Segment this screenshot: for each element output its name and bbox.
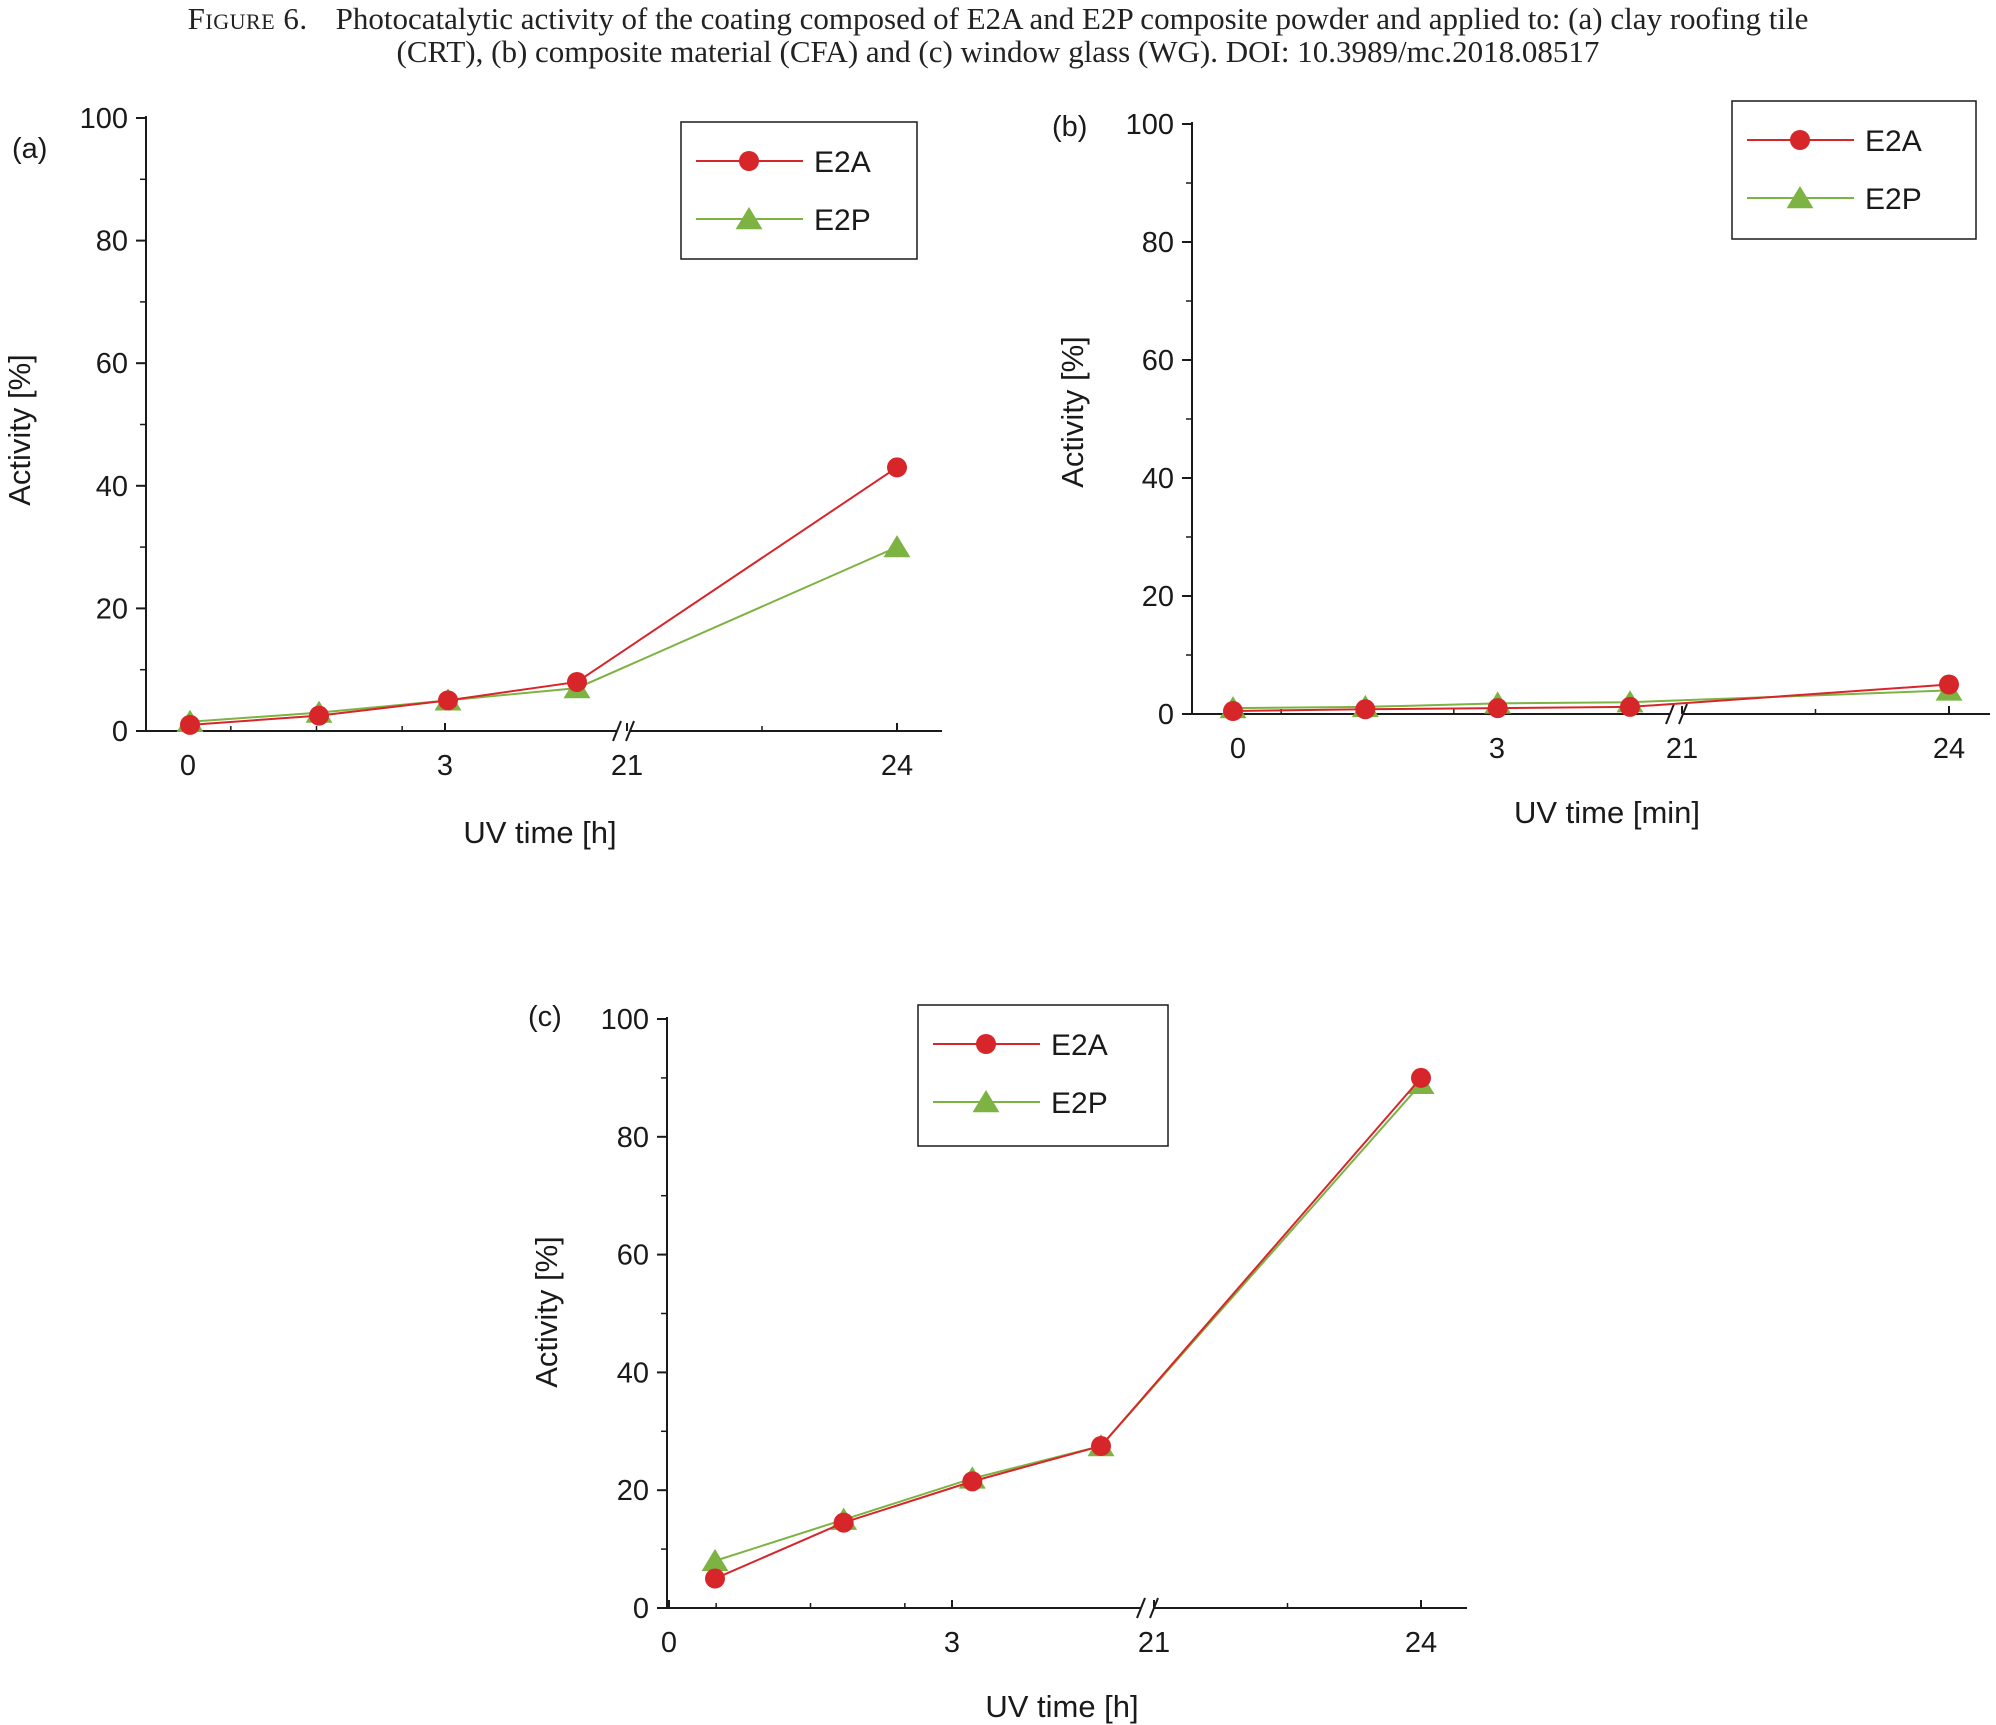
data-point-e2a	[438, 690, 458, 711]
y-tick-label: 20	[1142, 581, 1174, 613]
y-tick-label: 20	[96, 593, 128, 625]
axis-break-mark	[625, 720, 635, 742]
panel-label: (c)	[528, 1001, 562, 1033]
x-tick-label: 0	[180, 750, 196, 782]
data-point-e2a	[309, 705, 329, 726]
axis-break-mark	[1136, 1597, 1146, 1619]
series-line-e2p	[714, 1083, 1422, 1562]
panel-label: (b)	[1052, 111, 1087, 143]
x-tick-label: 21	[611, 750, 643, 782]
legend-label-e2p: E2P	[1865, 183, 1922, 216]
data-point-e2a	[887, 457, 907, 478]
data-point-e2p	[701, 1548, 729, 1572]
chart-panel-c: 0 20 40 60 80 100 0 3 21 24 (c) UV time [h] Activity…	[528, 1001, 1467, 1724]
data-point-e2a	[1091, 1436, 1111, 1457]
x-tick-label: 3	[437, 750, 453, 782]
data-point-e2a	[833, 1512, 854, 1533]
data-point-e2a	[1355, 699, 1376, 720]
x-tick-label: 24	[1933, 733, 1965, 765]
x-axis-label: UV time [h]	[985, 1689, 1138, 1724]
data-point-e2a	[962, 1471, 983, 1492]
x-axis-label: UV time [min]	[1514, 795, 1700, 830]
chart-panel-b: 0 20 40 60 80 100 0 3 21 24 (b) UV time [min] Activi…	[1052, 100, 1990, 830]
y-tick-label: 0	[112, 716, 128, 748]
legend-marker-e2a	[739, 151, 759, 171]
caption-line-2: (CRT), (b) composite material (CFA) and …	[396, 34, 1600, 69]
panel-label: (a)	[12, 133, 47, 165]
x-tick-label: 0	[661, 1627, 677, 1659]
data-point-e2a	[1620, 696, 1640, 717]
legend: E2A E2P	[680, 121, 918, 260]
y-tick-label: 0	[633, 1593, 649, 1625]
y-tick-label: 100	[1126, 109, 1174, 141]
data-point-e2a	[1223, 701, 1243, 722]
axis-break-mark	[612, 720, 622, 742]
y-axis-label: Activity [%]	[1055, 336, 1090, 488]
figure-caption: Figure 6. Photocatalytic activity of the …	[0, 0, 1996, 68]
data-point-e2a	[1411, 1067, 1431, 1088]
x-axis-label: UV time [h]	[463, 815, 616, 850]
data-point-e2a	[180, 714, 200, 735]
x-tick-label: 0	[1230, 733, 1246, 765]
y-tick-label: 100	[601, 1004, 649, 1036]
y-tick-label: 60	[617, 1240, 649, 1272]
legend-label-e2a: E2A	[1865, 125, 1922, 158]
legend-label-e2a: E2A	[814, 146, 871, 179]
legend-marker-e2a	[1790, 130, 1810, 150]
y-tick-label: 100	[80, 103, 128, 135]
y-tick-label: 40	[617, 1357, 649, 1389]
y-axis-label: Activity [%]	[2, 354, 37, 506]
y-tick-label: 40	[96, 471, 128, 503]
y-axis-label: Activity [%]	[529, 1236, 564, 1388]
legend-marker-e2p	[972, 1090, 1000, 1113]
y-tick-label: 40	[1142, 463, 1174, 495]
data-point-e2p	[883, 535, 911, 558]
chart-panel-a: 0 20 40 60 80 100 0 3 21 24 (a) UV time [h] Activity…	[2, 103, 942, 850]
series-line-e2a	[714, 1077, 1422, 1580]
legend-marker-e2a	[976, 1034, 996, 1054]
x-tick-label: 3	[944, 1627, 960, 1659]
x-tick-label: 24	[1405, 1627, 1437, 1659]
legend: E2A E2P	[1731, 100, 1977, 240]
legend-marker-e2p	[735, 207, 763, 230]
y-tick-label: 80	[1142, 227, 1174, 259]
y-tick-label: 60	[1142, 345, 1174, 377]
x-tick-label: 21	[1138, 1627, 1170, 1659]
y-tick-label: 80	[617, 1122, 649, 1154]
data-point-e2a	[705, 1568, 725, 1589]
y-tick-label: 60	[96, 348, 128, 380]
legend-label-e2p: E2P	[1051, 1087, 1108, 1120]
legend-box	[680, 121, 918, 260]
y-tick-label: 0	[1158, 699, 1174, 731]
axis-break-mark	[1665, 703, 1675, 725]
series-line-e2a	[189, 466, 898, 726]
legend-label-e2a: E2A	[1051, 1029, 1108, 1062]
series-line-e2p	[189, 546, 898, 723]
x-tick-label: 21	[1666, 733, 1698, 765]
caption-line-1: Figure 6. Photocatalytic activity of the …	[0, 2, 1996, 35]
data-point-e2a	[1487, 698, 1508, 719]
figure-label: Figure 6.	[187, 1, 308, 36]
series-line-e2p	[1232, 689, 1950, 710]
data-point-e2a	[1939, 674, 1959, 695]
caption-text-1: Photocatalytic activity of the coating c…	[335, 1, 1809, 36]
legend-box	[917, 1004, 1169, 1147]
x-tick-label: 3	[1489, 733, 1505, 765]
x-tick-label: 24	[881, 750, 913, 782]
legend: E2A E2P	[917, 1004, 1169, 1147]
data-point-e2a	[567, 671, 587, 692]
y-tick-label: 80	[96, 226, 128, 258]
y-tick-label: 20	[617, 1475, 649, 1507]
legend-marker-e2p	[1786, 186, 1814, 209]
legend-label-e2p: E2P	[814, 204, 871, 237]
legend-box	[1731, 100, 1977, 240]
